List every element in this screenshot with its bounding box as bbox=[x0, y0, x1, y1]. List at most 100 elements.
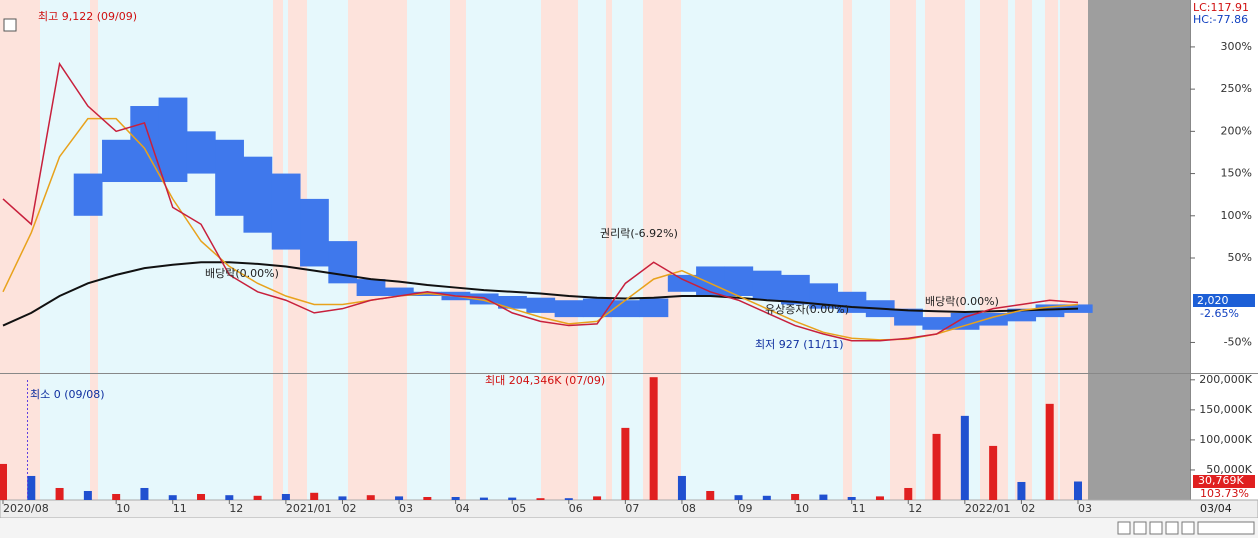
annotation-max: 최대 204,346K (07/09) bbox=[485, 374, 605, 387]
x-tick-label: 10 bbox=[795, 502, 809, 515]
y-tick-label: 150,000K bbox=[1199, 403, 1252, 416]
annotation-low: 최저 927 (11/11) bbox=[755, 338, 844, 351]
x-tick-label: 09 bbox=[739, 502, 753, 515]
volume-bar bbox=[1045, 403, 1054, 500]
volume-bar bbox=[791, 493, 800, 500]
price-line bbox=[2, 61, 1079, 342]
cloud bbox=[526, 297, 556, 313]
volume-bar bbox=[27, 475, 36, 500]
volume-bar bbox=[83, 490, 92, 500]
toolbar bbox=[0, 518, 1258, 538]
button[interactable] bbox=[1117, 521, 1131, 535]
toolbar-date: 03/04 bbox=[1200, 502, 1232, 515]
button[interactable] bbox=[1165, 521, 1179, 535]
volume-bar bbox=[564, 498, 573, 500]
annotations: 최고 9,122 (09/09) 최저 927 (11/11) 권리락(-6.9… bbox=[27, 1, 1255, 515]
x-tick-label: 12 bbox=[229, 502, 243, 515]
volume-bar bbox=[875, 496, 884, 500]
cloud bbox=[243, 156, 273, 233]
cloud bbox=[158, 97, 188, 183]
menu-icon[interactable] bbox=[3, 18, 17, 32]
volume-bar bbox=[1074, 481, 1082, 500]
volume-bar bbox=[451, 496, 460, 500]
x-tick-label: 2020/08 bbox=[3, 502, 49, 515]
scroll[interactable] bbox=[1197, 521, 1255, 535]
volume-tag bbox=[1193, 475, 1255, 488]
volume-bar bbox=[338, 496, 347, 500]
price-label: 2,020 bbox=[1197, 294, 1229, 307]
volume-bar bbox=[310, 492, 319, 500]
volume-bar bbox=[281, 493, 290, 500]
price-tag bbox=[1193, 294, 1255, 307]
cloud bbox=[1063, 304, 1093, 313]
x-tick-label: 2022/01 bbox=[965, 502, 1011, 515]
x-tick-label: 06 bbox=[569, 502, 583, 515]
signal-bands bbox=[0, 0, 1088, 500]
x-tick-label: 05 bbox=[512, 502, 526, 515]
x-tick-label: 11 bbox=[173, 502, 187, 515]
button[interactable] bbox=[1133, 521, 1147, 535]
future-area bbox=[1088, 0, 1190, 500]
volume-bar bbox=[960, 415, 969, 500]
volume-bar bbox=[366, 495, 375, 500]
volume-bar bbox=[649, 377, 658, 500]
button[interactable] bbox=[1149, 521, 1163, 535]
y-axis-area bbox=[1190, 0, 1258, 500]
x-tick-label: 07 bbox=[625, 502, 639, 515]
volume-bar bbox=[734, 495, 743, 500]
y-tick-label: 150% bbox=[1221, 167, 1252, 180]
cloud bbox=[215, 139, 244, 216]
volume-bar bbox=[536, 498, 545, 500]
cloud bbox=[384, 287, 414, 297]
x-tick-label: 10 bbox=[116, 502, 130, 515]
volume-bar bbox=[55, 487, 64, 500]
value-label: 30,769K bbox=[1198, 474, 1244, 487]
cloud bbox=[950, 312, 980, 330]
y-tick-label: 50,000K bbox=[1206, 463, 1252, 476]
volume-ratio: 103.73% bbox=[1200, 487, 1249, 500]
y-tick-label: 50% bbox=[1228, 251, 1252, 264]
y-tick-label: 100% bbox=[1221, 209, 1252, 222]
volume-bar bbox=[819, 494, 828, 500]
cloud bbox=[894, 308, 923, 326]
y-tick-label: 250% bbox=[1221, 82, 1252, 95]
volume-bar bbox=[395, 496, 404, 500]
cloud bbox=[498, 296, 527, 309]
volume-bar bbox=[253, 495, 262, 500]
cloud bbox=[639, 298, 669, 318]
y-tick-label: 200% bbox=[1221, 124, 1252, 137]
volume-bar bbox=[0, 463, 7, 500]
cloud bbox=[667, 274, 697, 292]
cloud bbox=[752, 270, 782, 301]
cloud bbox=[469, 293, 499, 305]
y-tick-label: 200,000K bbox=[1199, 373, 1252, 386]
volume-bar bbox=[479, 497, 488, 500]
volume-bar bbox=[168, 495, 177, 500]
annotation-dividend: 배당락(0.00%) bbox=[925, 295, 999, 308]
lc-label: LC:117.91 bbox=[1193, 1, 1249, 14]
ma-long-line bbox=[2, 261, 1079, 327]
cloud bbox=[73, 173, 103, 216]
button[interactable] bbox=[1181, 521, 1195, 535]
volume-bar bbox=[847, 496, 856, 500]
cloud bbox=[780, 274, 810, 305]
x-tick-label: 2021/01 bbox=[286, 502, 332, 515]
volume-bar bbox=[762, 495, 771, 500]
volume-bar bbox=[140, 487, 149, 500]
volume-bar bbox=[677, 475, 686, 500]
volume-bar bbox=[621, 427, 630, 500]
cloud bbox=[922, 317, 952, 330]
x-tick-label: 03 bbox=[399, 502, 413, 515]
x-tick-label: 08 bbox=[682, 502, 696, 515]
volume-bar bbox=[904, 487, 913, 500]
annotation-rights: 권리락(-6.92%) bbox=[600, 227, 678, 240]
cloud bbox=[611, 300, 641, 318]
x-tick-label: 12 bbox=[908, 502, 922, 515]
cloud bbox=[102, 139, 131, 183]
cloud bbox=[130, 106, 160, 183]
toolbar-buttons bbox=[1117, 521, 1255, 535]
cloud bbox=[271, 173, 301, 250]
value-label: -2.65% bbox=[1200, 307, 1239, 320]
volume-bar bbox=[593, 496, 602, 500]
